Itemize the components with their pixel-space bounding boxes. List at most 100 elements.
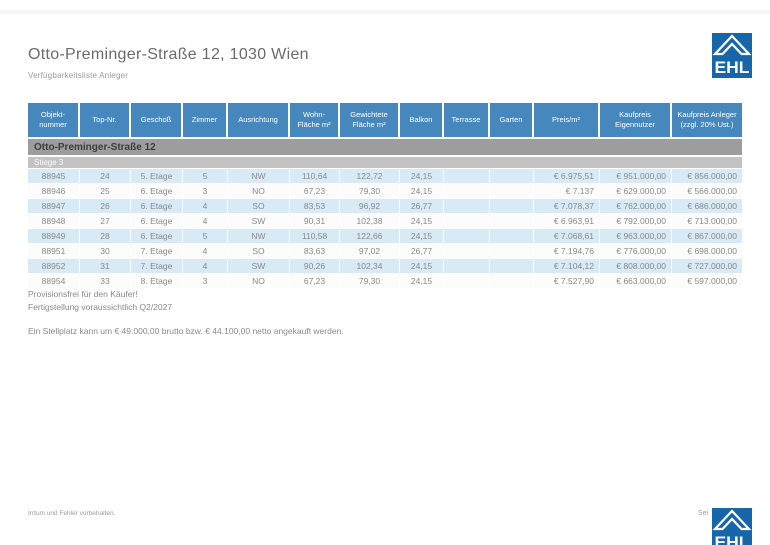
table-header-row: Objekt-nummer Top-Nr. Geschoß Zimmer Ausrich… — [28, 103, 742, 137]
availability-table: Objekt-nummer Top-Nr. Geschoß Zimmer Ausrich… — [28, 103, 742, 288]
table-cell: 88949 — [28, 228, 80, 243]
table-cell: € 808.000,00 — [600, 258, 672, 273]
table-cell: 25 — [80, 183, 131, 198]
table-cell: € 7.194,76 — [534, 243, 600, 258]
table-cell: 26 — [80, 198, 131, 213]
table-cell: 26,77 — [400, 243, 444, 258]
availability-table-container: Objekt-nummer Top-Nr. Geschoß Zimmer Ausrich… — [28, 103, 742, 288]
table-cell: 67,23 — [290, 273, 340, 288]
table-cell: € 856.000,00 — [672, 168, 742, 183]
ehl-logo-text: EHL — [715, 58, 750, 77]
table-cell: 33 — [80, 273, 131, 288]
page-subtitle: Verfügbarkeitsliste Anleger — [28, 71, 129, 80]
table-cell: 96,92 — [340, 198, 400, 213]
table-cell: € 663.000,00 — [600, 273, 672, 288]
table-cell: 88945 — [28, 168, 80, 183]
table-cell — [490, 168, 534, 183]
table-cell: 79,30 — [340, 183, 400, 198]
table-cell: 83,53 — [290, 198, 340, 213]
table-cell: 24,15 — [400, 273, 444, 288]
table-cell: € 698.000,00 — [672, 243, 742, 258]
table-row: 88952 31 7. Etage 4 SW 90,26 102,34 24,15 € 7.10… — [28, 258, 742, 273]
table-cell: € 629.000,00 — [600, 183, 672, 198]
table-cell: 88946 — [28, 183, 80, 198]
table-subgroup-row: Stiege 3 — [28, 155, 742, 168]
table-cell: 24 — [80, 168, 131, 183]
table-cell: 110,58 — [290, 228, 340, 243]
table-cell — [444, 273, 490, 288]
note-line: Provisionsfrei für den Käufer! — [28, 289, 138, 299]
table-cell — [444, 198, 490, 213]
table-cell — [490, 273, 534, 288]
table-row: 88949 28 6. Etage 5 NW 110,58 122,66 24,15 € 7.0… — [28, 228, 742, 243]
table-cell: € 776.000,00 — [600, 243, 672, 258]
table-cell — [490, 198, 534, 213]
column-header: Balkon — [400, 103, 444, 137]
column-header: Terrasse — [444, 103, 490, 137]
table-cell: € 597.000,00 — [672, 273, 742, 288]
table-cell: 4 — [183, 243, 228, 258]
note-line: Fertigstellung voraussichtlich Q2/2027 — [28, 302, 173, 312]
column-header: Preis/m² — [534, 103, 600, 137]
table-cell: 4 — [183, 198, 228, 213]
table-cell: 97,02 — [340, 243, 400, 258]
table-cell: € 686.000,00 — [672, 198, 742, 213]
table-cell: 7. Etage — [131, 258, 183, 273]
table-cell: € 727.000,00 — [672, 258, 742, 273]
table-cell: 79,30 — [340, 273, 400, 288]
table-cell — [490, 228, 534, 243]
table-cell: NO — [228, 183, 290, 198]
ehl-logo-icon: EHL — [712, 508, 752, 545]
table-cell: 90,31 — [290, 213, 340, 228]
table-cell: € 7.068,61 — [534, 228, 600, 243]
group-label: Otto-Preminger-Straße 12 — [28, 137, 742, 155]
table-cell: 6. Etage — [131, 198, 183, 213]
page-number-fragment: Sei — [698, 510, 709, 517]
table-cell: SO — [228, 243, 290, 258]
table-cell: 3 — [183, 273, 228, 288]
table-cell — [444, 258, 490, 273]
table-cell: 7. Etage — [131, 243, 183, 258]
table-cell: € 6.963,91 — [534, 213, 600, 228]
column-header: Kaufpreis Eigennutzer — [600, 103, 672, 137]
table-cell: 88952 — [28, 258, 80, 273]
table-cell: € 951.000,00 — [600, 168, 672, 183]
table-cell — [490, 213, 534, 228]
document-header: Otto-Preminger-Straße 12, 1030 Wien Verf… — [28, 46, 309, 80]
table-cell: 24,15 — [400, 213, 444, 228]
table-cell: € 566.000,00 — [672, 183, 742, 198]
table-cell: 110,64 — [290, 168, 340, 183]
table-cell — [490, 258, 534, 273]
table-row: 88945 24 5. Etage 5 NW 110,64 122,72 24,15 € 6.9… — [28, 168, 742, 183]
column-header: Garten — [490, 103, 534, 137]
table-cell: € 762.000,00 — [600, 198, 672, 213]
table-cell: 5. Etage — [131, 168, 183, 183]
table-cell: € 7.137 — [534, 183, 600, 198]
column-header: Geschoß — [131, 103, 183, 137]
column-header: Ausrichtung — [228, 103, 290, 137]
table-cell: € 963.000,00 — [600, 228, 672, 243]
table-cell: 28 — [80, 228, 131, 243]
table-cell: 122,66 — [340, 228, 400, 243]
column-header: Objekt-nummer — [28, 103, 80, 137]
table-cell: 6. Etage — [131, 213, 183, 228]
table-cell: 8. Etage — [131, 273, 183, 288]
table-cell: € 713.000,00 — [672, 213, 742, 228]
disclaimer-text: Irrtum und Fehler vorbehalten. — [28, 510, 116, 517]
table-row: 88951 30 7. Etage 4 SO 83,63 97,02 26,77 € 7.194… — [28, 243, 742, 258]
notes-block: Provisionsfrei für den Käufer! Fertigste… — [28, 288, 344, 338]
table-cell: 30 — [80, 243, 131, 258]
table-cell — [444, 168, 490, 183]
page-edge-line — [0, 10, 770, 14]
table-cell: 6. Etage — [131, 228, 183, 243]
table-cell: 31 — [80, 258, 131, 273]
page-title: Otto-Preminger-Straße 12, 1030 Wien — [28, 46, 309, 63]
table-cell: 88948 — [28, 213, 80, 228]
table-cell — [444, 228, 490, 243]
table-cell: 24,15 — [400, 168, 444, 183]
column-header: Gewichtete Fläche m² — [340, 103, 400, 137]
table-cell: € 7.078,37 — [534, 198, 600, 213]
table-row: 88946 25 6. Etage 3 NO 67,23 79,30 24,15 € 7.137… — [28, 183, 742, 198]
subgroup-label: Stiege 3 — [28, 155, 742, 168]
table-cell: € 7.104,12 — [534, 258, 600, 273]
